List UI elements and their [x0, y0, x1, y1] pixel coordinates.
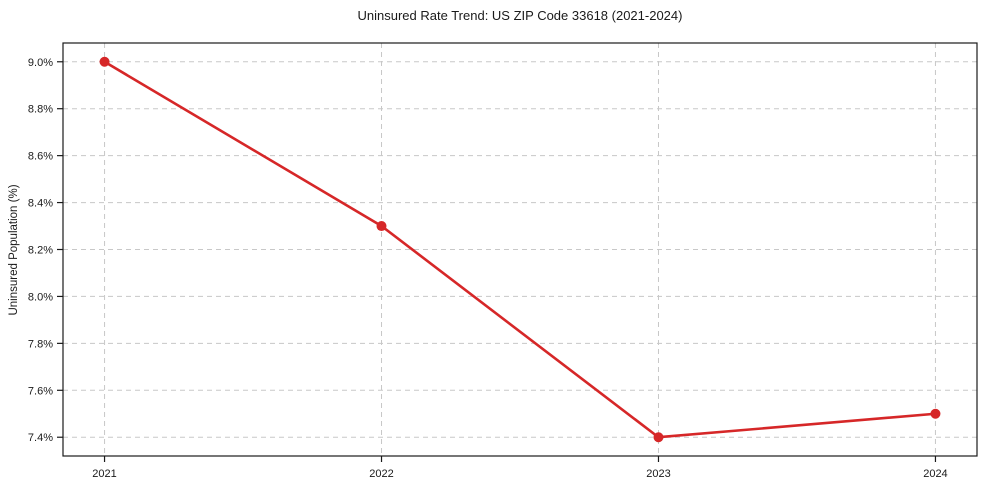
y-tick-label: 8.2%: [28, 245, 53, 257]
x-tick-label: 2022: [369, 468, 393, 480]
y-tick-label: 8.0%: [28, 291, 53, 303]
y-tick-label: 8.4%: [28, 198, 53, 210]
y-tick-label: 9.0%: [28, 57, 53, 69]
x-tick-label: 2023: [646, 468, 670, 480]
y-tick-label: 8.6%: [28, 151, 53, 163]
x-tick-label: 2024: [923, 468, 947, 480]
y-tick-label: 7.6%: [28, 385, 53, 397]
y-tick-label: 7.4%: [28, 432, 53, 444]
x-tick-label: 2021: [92, 468, 116, 480]
chart-title: Uninsured Rate Trend: US ZIP Code 33618 …: [357, 8, 683, 23]
y-tick-label: 7.8%: [28, 338, 53, 350]
data-point: [930, 408, 941, 419]
data-point: [99, 56, 110, 67]
y-tick-label: 8.8%: [28, 104, 53, 116]
trend-line: [103, 60, 937, 439]
data-point: [653, 432, 664, 443]
data-point: [376, 221, 387, 232]
